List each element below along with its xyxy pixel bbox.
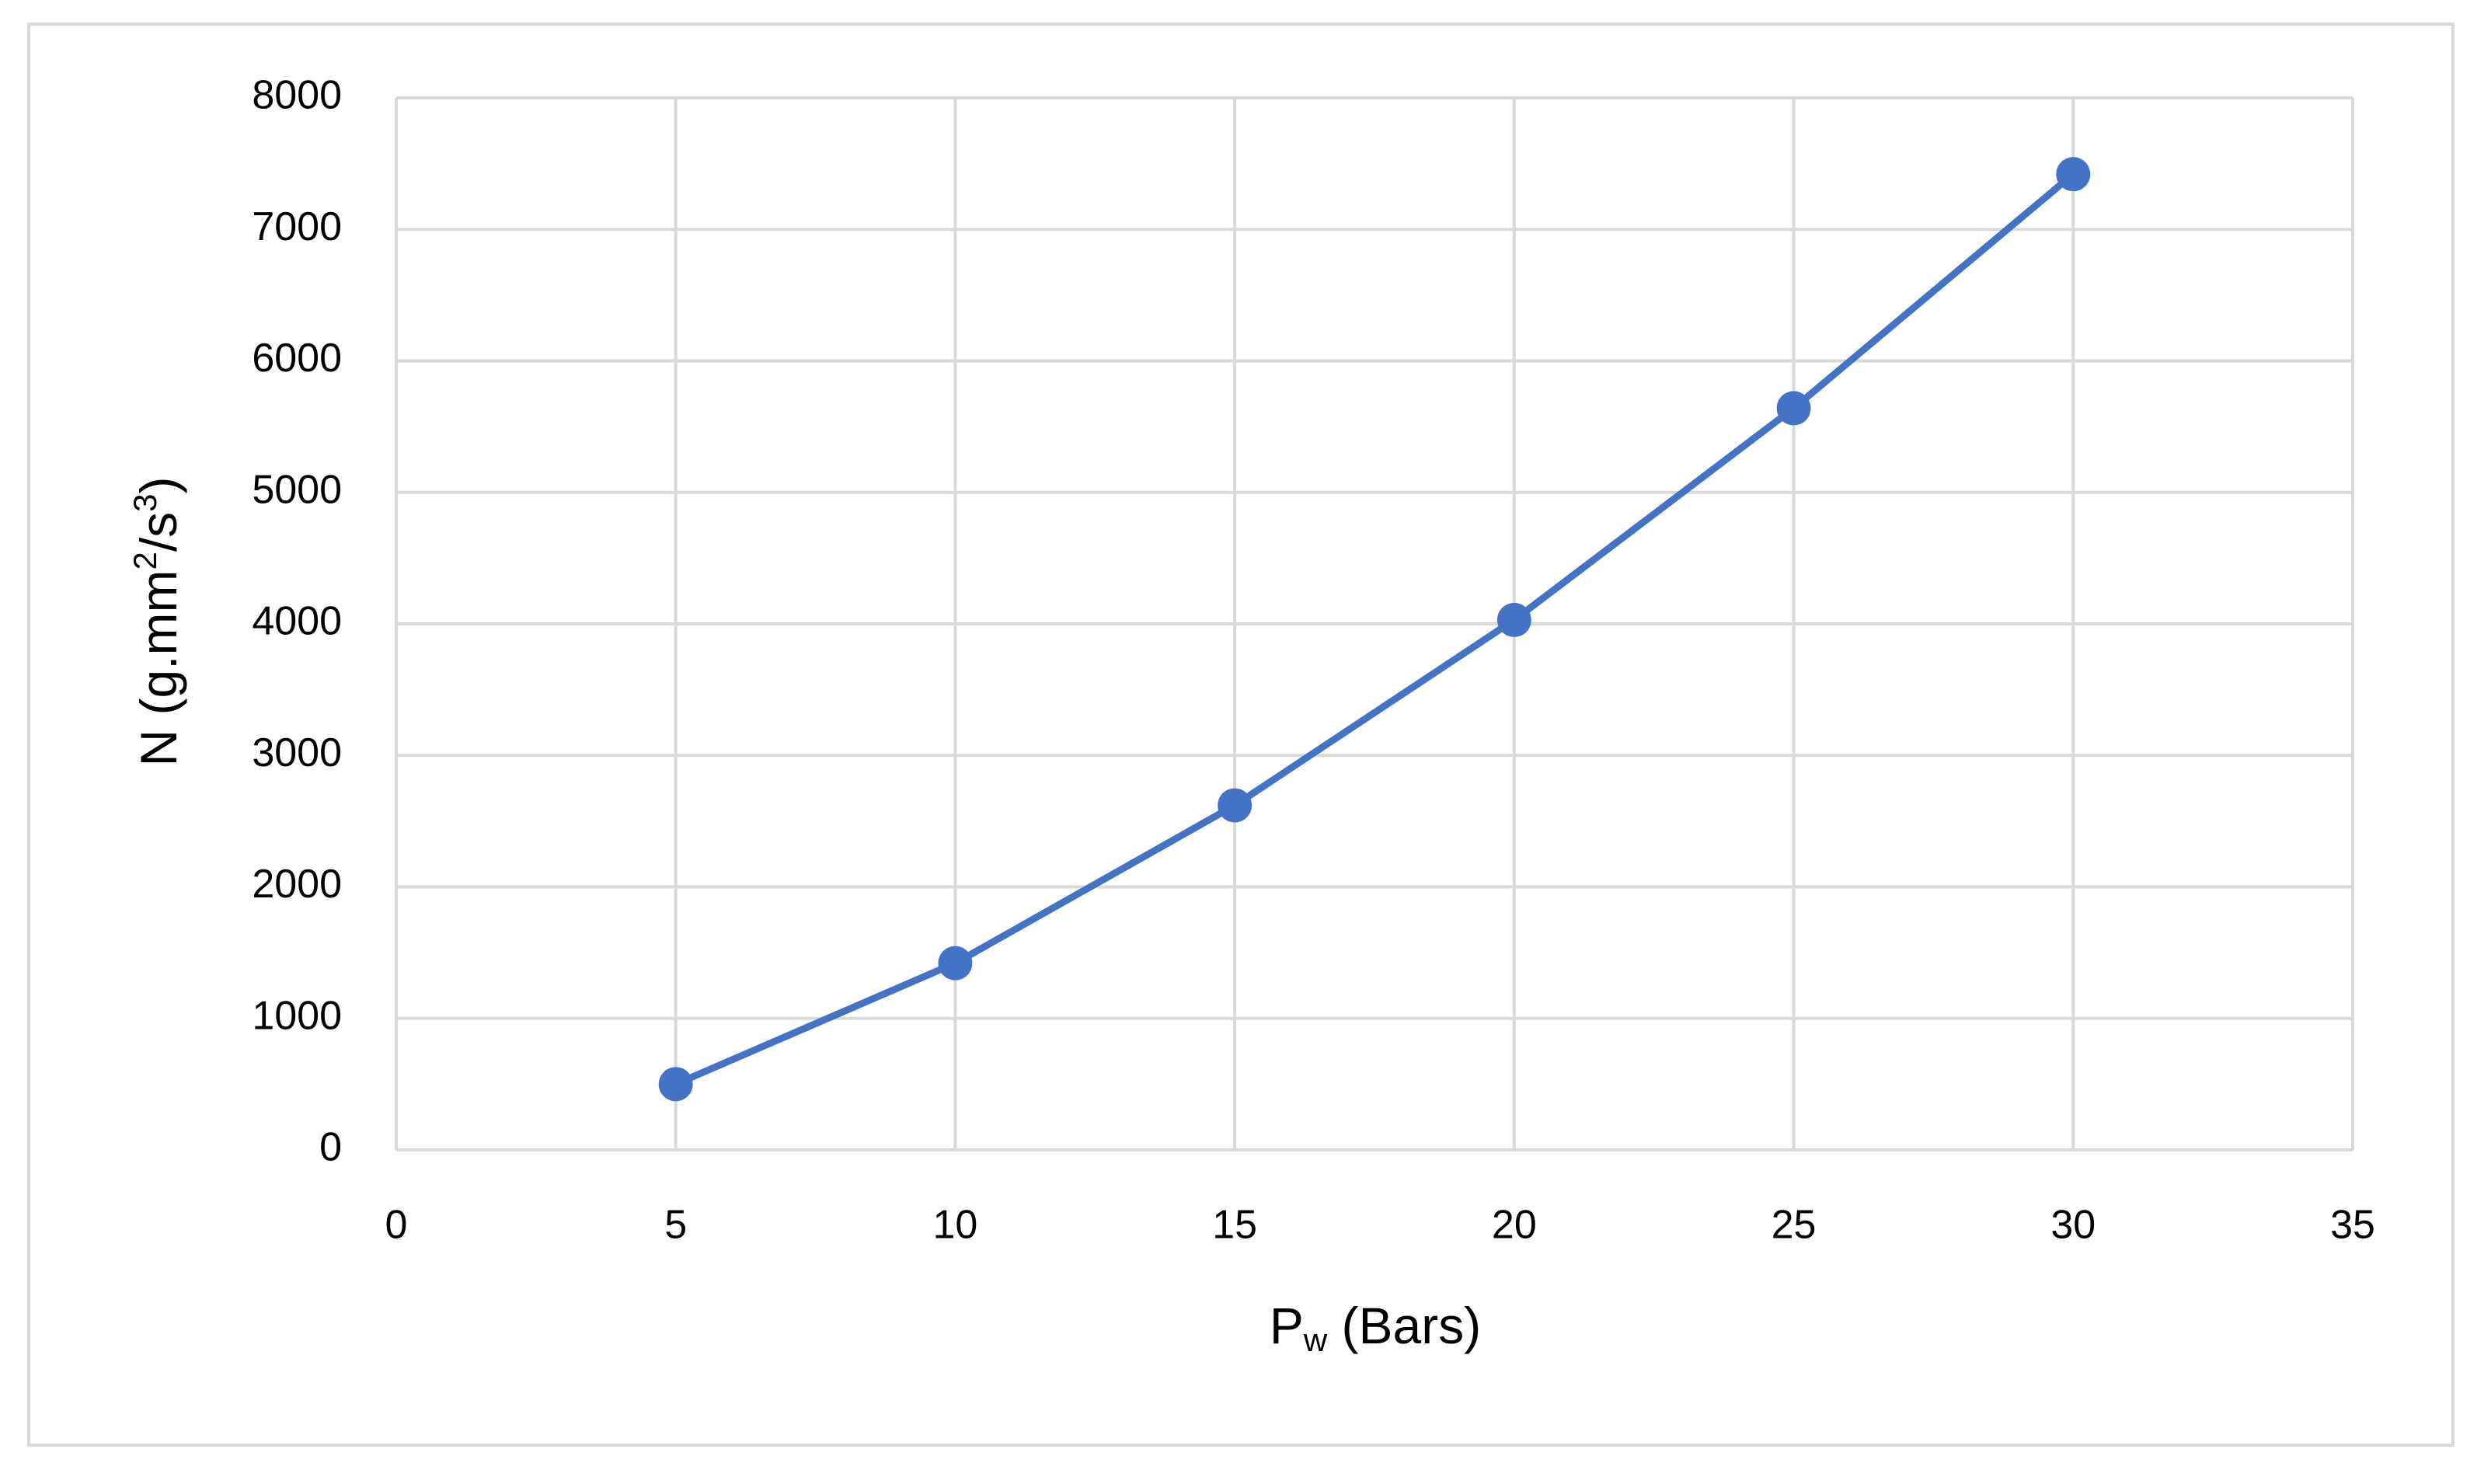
y-axis-label: N (g.mm2/s3): [127, 476, 187, 766]
x-tick-label: 5: [664, 1203, 687, 1248]
y-tick-label: 5000: [252, 467, 342, 512]
x-label-sub: w: [1303, 1322, 1328, 1358]
x-tick-label: 35: [2330, 1203, 2375, 1248]
x-label-part: (Bars): [1327, 1297, 1481, 1354]
chart-frame: [27, 23, 2454, 1447]
y-tick-label: 1000: [252, 993, 342, 1038]
x-tick-label: 20: [1492, 1203, 1537, 1248]
x-tick-label: 30: [2050, 1203, 2096, 1248]
x-axis-label: Pw (Bars): [1270, 1297, 1481, 1358]
x-tick-label: 10: [933, 1203, 978, 1248]
y-label-sup: 2: [127, 552, 163, 570]
x-label-part: P: [1270, 1297, 1304, 1354]
y-label-part: ): [130, 476, 187, 493]
data-marker: [938, 946, 973, 981]
x-tick-label: 15: [1212, 1203, 1257, 1248]
y-label-part: /s: [130, 512, 187, 552]
x-tick-label: 25: [1772, 1203, 1817, 1248]
y-tick-label: 2000: [252, 862, 342, 907]
y-tick-label: 6000: [252, 336, 342, 381]
data-marker: [658, 1067, 693, 1102]
y-tick-label: 0: [319, 1125, 342, 1170]
y-label-part: N (g.mm: [130, 570, 187, 767]
y-tick-label: 4000: [252, 599, 342, 644]
data-marker: [1496, 602, 1531, 637]
data-marker: [1776, 391, 1811, 426]
data-marker: [1218, 788, 1252, 823]
data-marker: [2056, 157, 2091, 192]
y-label-sup: 3: [127, 493, 163, 511]
y-tick-label: 8000: [252, 73, 342, 118]
data-line: [674, 171, 2076, 1088]
x-tick-label: 0: [385, 1203, 408, 1248]
y-tick-label: 3000: [252, 730, 342, 775]
y-tick-label: 7000: [252, 204, 342, 249]
